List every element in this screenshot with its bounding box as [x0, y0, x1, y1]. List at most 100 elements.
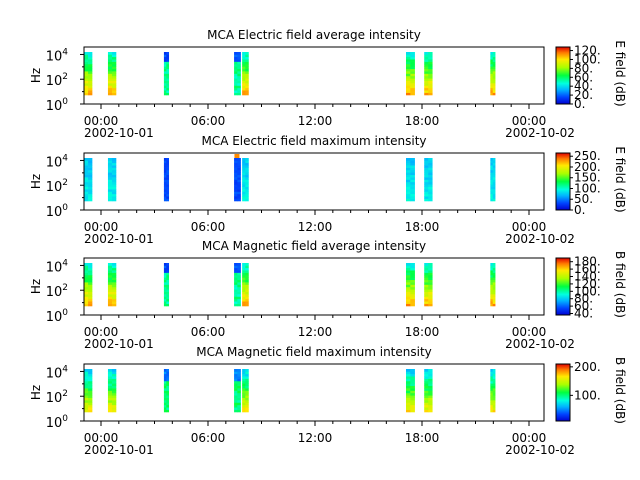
spectrogram-cell — [428, 392, 433, 396]
spectrogram-cell — [237, 270, 241, 273]
spectrogram-cell — [245, 380, 249, 384]
spectrogram-cell — [410, 407, 415, 410]
spectrogram-cell — [410, 66, 415, 70]
x-tick-label: 18:00 — [405, 220, 440, 234]
spectrogram-cell — [410, 267, 415, 271]
spectrogram-cell — [234, 407, 238, 410]
spectrogram-cell — [424, 369, 429, 372]
spectrogram-cell — [406, 54, 411, 58]
spectrogram-cell — [111, 296, 117, 300]
spectrogram-cell — [237, 371, 241, 375]
spectrogram-cell — [84, 296, 89, 300]
spectrogram-cell — [406, 286, 411, 290]
spectrogram-cell — [492, 83, 496, 86]
spectrogram-cell — [490, 402, 494, 406]
spectrogram-cell — [88, 294, 93, 297]
spectrogram-cell — [111, 54, 117, 58]
spectrogram-cell — [234, 380, 238, 384]
spectrogram-cell — [428, 282, 433, 285]
spectrogram-cell — [410, 373, 415, 377]
spectrogram-cell — [492, 277, 496, 281]
spectrogram-cell — [242, 263, 246, 266]
spectrogram-cell — [492, 294, 496, 297]
spectrogram-cell — [490, 270, 494, 273]
spectrogram-cell — [84, 404, 89, 408]
spectrogram-cell — [234, 80, 238, 84]
spectrogram-cell — [234, 272, 238, 276]
spectrogram-cell — [84, 286, 89, 290]
spectrogram-cell — [84, 397, 89, 401]
spectrogram-cell — [428, 291, 433, 295]
spectrogram-cell — [237, 402, 241, 406]
spectrogram-cell — [492, 181, 496, 185]
spectrogram-cell — [492, 263, 496, 266]
spectrogram-cell — [424, 279, 429, 283]
spectrogram-cell — [428, 59, 433, 62]
spectrogram-cell — [88, 61, 93, 65]
spectrogram-cell — [163, 263, 167, 266]
spectrogram-cell — [245, 390, 249, 394]
spectrogram-cell — [410, 85, 415, 89]
spectrogram-cell — [234, 409, 238, 413]
spectrogram-cell — [88, 71, 93, 74]
spectrogram-cell — [88, 369, 93, 372]
spectrogram-cell — [410, 265, 415, 269]
spectrogram-cell — [234, 196, 238, 199]
spectrogram-cell — [424, 59, 429, 62]
spectrogram-cell — [242, 270, 246, 273]
spectrogram-cell — [237, 369, 241, 372]
spectrogram-cell — [107, 298, 113, 302]
panel-title: MCA Magnetic field maximum intensity — [196, 345, 432, 359]
colorbar-tick-label: 40. — [574, 79, 593, 93]
spectrogram-cell — [237, 294, 241, 297]
spectrogram-cell — [490, 56, 494, 60]
spectrogram-cell — [107, 61, 113, 65]
spectrogram-cell — [490, 265, 494, 269]
spectrogram-cell — [237, 380, 241, 384]
spectrogram-cell — [428, 397, 433, 401]
spectrogram-cell — [234, 286, 238, 290]
spectrogram-cell — [410, 301, 415, 304]
spectrogram-cell — [88, 174, 93, 178]
spectrogram-cell — [428, 388, 433, 391]
colorbar-tick-label: 200. — [574, 160, 601, 174]
spectrogram-cell — [111, 284, 117, 288]
spectrogram-cell — [234, 390, 238, 394]
spectrogram-cell — [84, 388, 89, 391]
y-tick-label: 100 — [46, 414, 69, 431]
spectrogram-cell — [166, 169, 170, 173]
spectrogram-cell — [406, 397, 411, 401]
spectrogram-cell — [492, 59, 496, 62]
spectrogram-cell — [166, 369, 170, 372]
spectrogram-cell — [406, 186, 411, 190]
spectrogram-cell — [88, 162, 93, 166]
spectrogram-cell — [424, 177, 429, 180]
spectrogram-cell — [245, 301, 249, 304]
spectrogram-cell — [490, 378, 494, 382]
spectrogram-cell — [428, 177, 433, 180]
spectrogram-cell — [490, 160, 494, 164]
spectrogram-cell — [490, 71, 494, 74]
spectrogram-cell — [490, 294, 494, 297]
spectrogram-cell — [245, 263, 249, 266]
spectrogram-cell — [107, 78, 113, 81]
spectrogram-cell — [166, 83, 170, 86]
spectrogram-cell — [111, 383, 117, 387]
spectrogram-cell — [107, 158, 113, 161]
spectrogram-cell — [234, 392, 238, 396]
spectrogram-cell — [245, 400, 249, 403]
spectrogram-cell — [492, 172, 496, 176]
spectrogram-cell — [88, 198, 93, 202]
panel-title: MCA Magnetic field average intensity — [202, 239, 426, 253]
x-tick-label: 00:00 — [84, 431, 119, 445]
spectrogram-cell — [490, 186, 494, 190]
spectrogram-cell — [166, 296, 170, 300]
spectrogram-cell — [234, 160, 238, 164]
spectrogram-cell — [166, 193, 170, 197]
spectrogram-cell — [234, 294, 238, 297]
spectrogram-cell — [107, 90, 113, 93]
spectrogram-cell — [492, 87, 496, 91]
spectrogram-cell — [406, 56, 411, 60]
spectrogram-cell — [492, 71, 496, 74]
spectrogram-cell — [242, 85, 246, 89]
